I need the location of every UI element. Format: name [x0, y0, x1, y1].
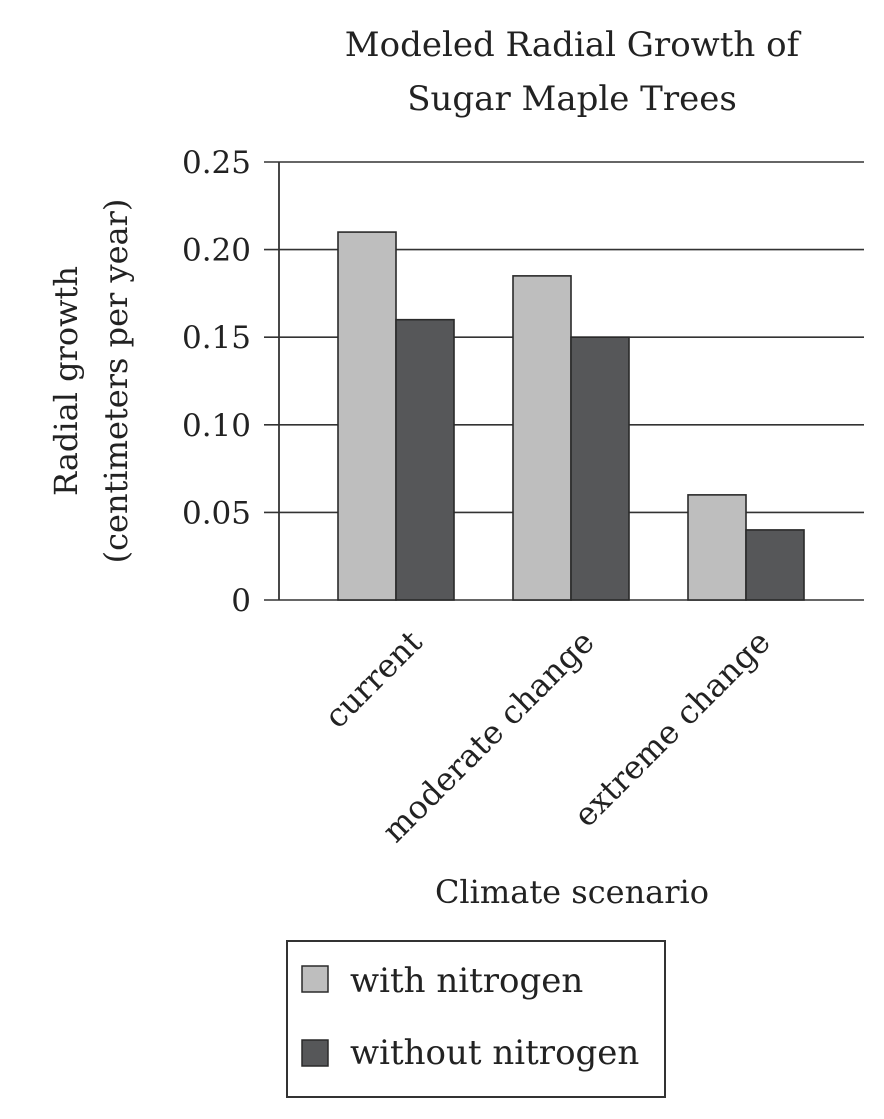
chart-title: Modeled Radial Growth of Sugar Maple Tre… [345, 25, 802, 119]
legend: with nitrogen without nitrogen [286, 940, 666, 1098]
y-tick-label: 0.15 [182, 320, 251, 356]
y-axis-label-line-2: (centimeters per year) [97, 199, 135, 564]
legend-swatch-with-nitrogen [301, 965, 329, 993]
y-tick-label: 0.20 [182, 233, 251, 269]
bar-without-nitrogen-extreme-change [745, 529, 805, 601]
bar-with-nitrogen-extreme-change [687, 494, 747, 601]
legend-swatch-without-nitrogen [301, 1039, 329, 1067]
bar-without-nitrogen-current [395, 318, 455, 601]
y-tick-label: 0 [231, 583, 251, 619]
x-category-label-current: current [317, 623, 430, 736]
y-tick-label: 0.25 [182, 145, 251, 181]
y-tick-label: 0.05 [182, 495, 251, 531]
x-category-label-extreme-change: extreme change [566, 623, 778, 835]
legend-label-with-nitrogen: with nitrogen [350, 961, 583, 1001]
chart-title-line-1: Modeled Radial Growth of [345, 25, 802, 65]
x-axis-title: Climate scenario [435, 873, 709, 911]
y-axis-title: Radial growth (centimeters per year) [47, 199, 135, 564]
bar-without-nitrogen-moderate-change [570, 336, 630, 601]
legend-label-without-nitrogen: without nitrogen [350, 1033, 639, 1073]
bar-with-nitrogen-moderate-change [512, 275, 572, 601]
y-tick-labels: 0 0.05 0.10 0.15 0.20 0.25 [182, 145, 251, 619]
y-tick-label: 0.10 [182, 408, 251, 444]
chart-title-line-2: Sugar Maple Trees [407, 79, 737, 119]
bar-with-nitrogen-current [337, 231, 397, 601]
bars [337, 231, 805, 601]
legend-box [286, 940, 666, 1098]
y-axis-label-line-1: Radial growth [47, 266, 85, 496]
